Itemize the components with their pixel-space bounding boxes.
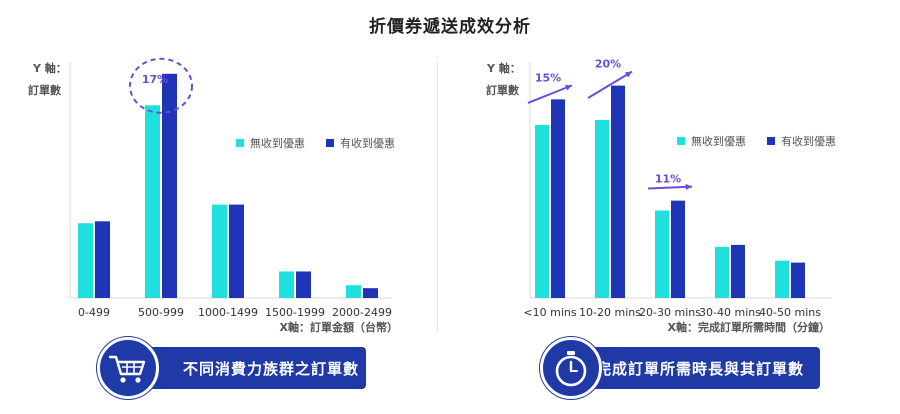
chart2-x-tick-label: <10 mins	[523, 306, 576, 319]
chart1-x-label: X軸：訂單金額（台幣）	[280, 320, 398, 334]
chart1-annotation-label: 17%	[142, 73, 168, 86]
chart2-annotation-arrowhead	[625, 71, 632, 78]
banner-order-duration-label: 完成訂單所需時長與其訂單數	[596, 359, 805, 378]
chart2-bar-no-coupon	[655, 210, 669, 298]
chart2-x-label: X軸：完成訂單所需時間（分鐘）	[668, 320, 830, 334]
banner-order-duration: 完成訂單所需時長與其訂單數	[562, 347, 820, 389]
chart2-annotation-label: 15%	[535, 71, 561, 84]
chart1-bar-coupon	[95, 221, 110, 298]
shopping-cart-badge	[97, 337, 159, 399]
chart2-bar-no-coupon	[775, 260, 789, 298]
chart2-x-tick-label: 40-50 mins	[759, 306, 821, 319]
chart1-bar-no-coupon	[279, 271, 294, 298]
chart2-bar-coupon	[731, 244, 745, 298]
chart1-x-tick-label: 1500-1999	[265, 306, 325, 319]
chart2-bar-coupon	[551, 99, 565, 298]
chart2-legend-label-coupon: 有收到優惠	[781, 134, 836, 148]
chart2-annotation-arrow	[527, 84, 573, 104]
chart1-bar-no-coupon	[346, 285, 361, 298]
chart1-legend-label-coupon: 有收到優惠	[340, 136, 395, 150]
chart1-x-tick-label: 0-499	[78, 306, 110, 319]
chart2-x-tick-label: 20-30 mins	[639, 306, 701, 319]
shopping-cart-icon	[108, 355, 146, 383]
chart2-bar-coupon	[671, 200, 685, 298]
chart1-bar-no-coupon	[212, 204, 227, 298]
chart1-legend-label-no-coupon: 無收到優惠	[250, 136, 305, 150]
chart2-annotation-label: 11%	[655, 173, 681, 186]
chart1-y-label-line1: Y 軸：	[32, 61, 67, 75]
chart2-bar-no-coupon	[715, 246, 729, 298]
chart2-bar-coupon	[611, 85, 625, 298]
chart2-bar-coupon	[791, 262, 805, 298]
chart2-bar-no-coupon	[595, 120, 609, 299]
chart1-bar-no-coupon	[78, 223, 93, 298]
chart2-y-label-line1: Y 軸：	[486, 61, 521, 75]
chart2-y-label-line2: 訂單數	[486, 83, 519, 97]
chart2-annotation-arrow	[647, 185, 693, 190]
chart2-annotation-arrow	[587, 70, 633, 99]
chart2-annotation-arrowhead	[685, 183, 692, 190]
chart2-legend-swatch-no-coupon	[677, 137, 685, 145]
stopwatch-badge	[540, 337, 602, 399]
chart1-bar-coupon	[363, 288, 378, 298]
chart1-bar-no-coupon	[145, 105, 160, 299]
chart1-x-tick-label: 500-999	[138, 306, 184, 319]
chart2-legend-swatch-coupon	[767, 137, 775, 145]
chart1-bar-coupon	[162, 73, 177, 298]
chart1-x-tick-label: 2000-2499	[332, 306, 392, 319]
chart1-legend-swatch-no-coupon	[236, 139, 244, 147]
chart2-legend-label-no-coupon: 無收到優惠	[691, 134, 746, 148]
banner-spending-groups-label: 不同消費力族群之訂單數	[183, 359, 360, 378]
chart2-bar-no-coupon	[535, 124, 549, 298]
chart2-annotation-label: 20%	[595, 58, 621, 71]
page-title: 折價券遞送成效分析	[369, 17, 531, 37]
chart1-bar-coupon	[296, 271, 311, 298]
chart2-x-tick-label: 30-40 mins	[699, 306, 761, 319]
stopwatch-icon	[555, 351, 587, 387]
chart1-legend-swatch-coupon	[326, 139, 334, 147]
chart2-annotation-arrowhead	[565, 84, 572, 91]
chart1-annotation-circle	[129, 57, 193, 114]
chart1-bar-coupon	[229, 204, 244, 298]
chart2-x-tick-label: 10-20 mins	[579, 306, 641, 319]
chart1-x-tick-label: 1000-1499	[198, 306, 258, 319]
chart-divider	[437, 62, 438, 332]
chart1-y-label-line2: 訂單數	[28, 83, 61, 97]
